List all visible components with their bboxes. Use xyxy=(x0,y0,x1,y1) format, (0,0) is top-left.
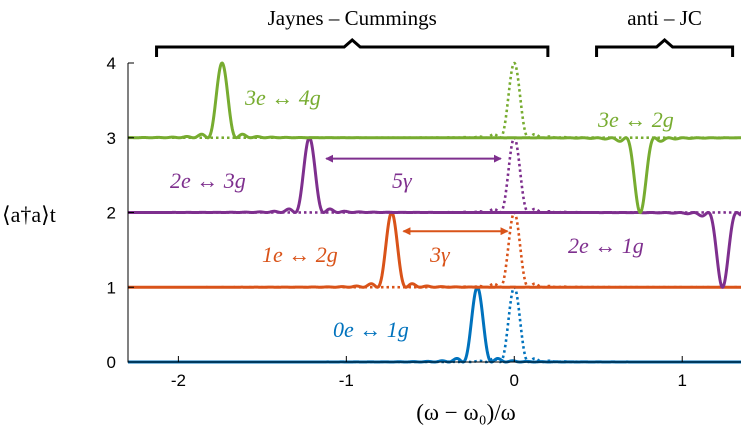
arrows xyxy=(325,154,509,236)
label-3e-2g: 3e ↔ 2g xyxy=(597,107,674,132)
label-3gamma: 3γ xyxy=(429,242,451,267)
series-line-2-solid xyxy=(126,211,741,289)
x-tick-label: -2 xyxy=(171,371,186,390)
y-tick-label: 1 xyxy=(107,278,116,297)
x-tick-label: -1 xyxy=(339,371,354,390)
anti-jc-bracket xyxy=(595,38,735,57)
anti-jc-bracket-label: anti – JC xyxy=(627,6,702,30)
jc-bracket-label: Jaynes – Cummings xyxy=(268,6,437,30)
series-line-6-solid xyxy=(126,61,741,214)
series-line-0-solid xyxy=(126,285,741,364)
label-3e-4g: 3e ↔ 4g xyxy=(244,85,321,110)
label-0e-1g: 0e ↔ 1g xyxy=(333,317,409,342)
x-axis-label: (ω − ω₀)/ω xyxy=(416,400,516,425)
series-line-1-dotted xyxy=(127,285,741,364)
x-tick-label: 1 xyxy=(677,371,686,390)
y-tick-label: 2 xyxy=(107,204,116,223)
label-1e-2g: 1e ↔ 2g xyxy=(262,242,338,267)
label-2e-3g: 2e ↔ 3g xyxy=(170,168,246,193)
y-tick-label: 0 xyxy=(107,353,116,372)
label-5gamma: 5γ xyxy=(392,168,413,193)
x-tick-label: 0 xyxy=(510,371,519,390)
brackets: Jaynes – Cummings anti – JC xyxy=(155,6,735,57)
y-tick-label: 3 xyxy=(107,129,116,148)
jc-bracket xyxy=(155,38,550,57)
y-axis-label: ⟨a†a⟩t xyxy=(2,202,56,227)
label-2e-1g: 2e ↔ 1g xyxy=(568,233,644,258)
y-tick-label: 4 xyxy=(107,54,116,73)
axes: -2 -1 0 1 0 1 2 3 4 xyxy=(107,54,741,390)
annotations: 0e ↔ 1g 1e ↔ 2g 2e ↔ 3g 3e ↔ 4g 3e ↔ 2g … xyxy=(170,85,674,342)
